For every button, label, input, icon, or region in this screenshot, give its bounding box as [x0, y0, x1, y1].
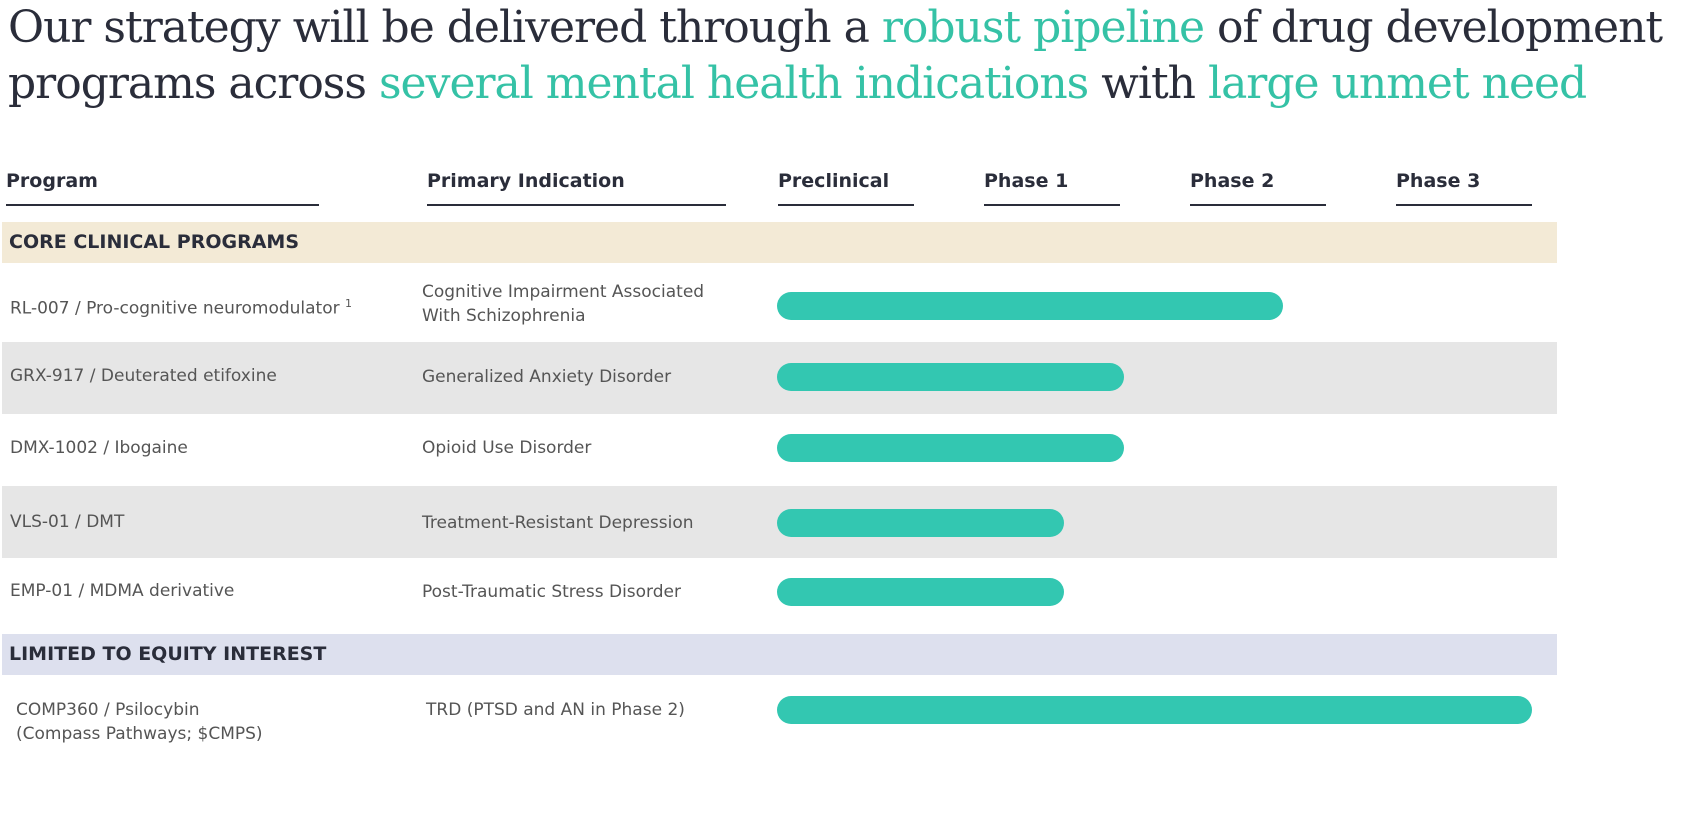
page-title: Our strategy will be delivered through a… — [8, 0, 1663, 112]
table-row: COMP360 / Psilocybin (Compass Pathways; $… — [2, 676, 1557, 756]
header-phase-1: Phase 1 — [984, 170, 1120, 206]
table-row: EMP-01 / MDMA derivative Post-Traumatic … — [2, 558, 1557, 634]
header-phase-3: Phase 3 — [1396, 170, 1532, 206]
title-text: Our strategy will be delivered through a — [8, 2, 882, 53]
progress-bar — [777, 292, 1283, 320]
indication: Opioid Use Disorder — [422, 438, 592, 458]
program-label: RL-007 / Pro-cognitive neuromodulator — [10, 298, 340, 319]
header-preclinical: Preclinical — [778, 170, 914, 206]
progress-bar — [777, 696, 1532, 724]
title-highlight: robust pipeline — [881, 2, 1205, 53]
program-name: DMX-1002 / Ibogaine — [10, 438, 188, 458]
header-indication: Primary Indication — [427, 170, 726, 206]
progress-bar — [777, 363, 1124, 391]
progress-bar — [777, 434, 1124, 462]
indication: Cognitive Impairment Associated With Sch… — [422, 282, 705, 326]
table-row: RL-007 / Pro-cognitive neuromodulator 1 … — [2, 264, 1557, 342]
header-program: Program — [6, 170, 319, 206]
program-name: RL-007 / Pro-cognitive neuromodulator 1 — [10, 292, 352, 321]
title-highlight: several mental health indications — [378, 58, 1089, 109]
program-name: VLS-01 / DMT — [10, 512, 125, 532]
title-text: with — [1088, 58, 1208, 109]
program-label: COMP360 / Psilocybin — [16, 700, 200, 720]
indication: TRD (PTSD and AN in Phase 2) — [426, 700, 685, 720]
title-text: of drug development — [1204, 2, 1663, 53]
indication: Generalized Anxiety Disorder — [422, 367, 672, 387]
progress-bar — [777, 509, 1064, 537]
program-name: GRX-917 / Deuterated etifoxine — [10, 366, 277, 386]
table-row: GRX-917 / Deuterated etifoxine Generaliz… — [2, 342, 1557, 414]
progress-bar — [777, 578, 1064, 606]
title-highlight: large unmet need — [1208, 58, 1587, 109]
title-text: programs across — [8, 58, 379, 109]
header-phase-2: Phase 2 — [1190, 170, 1326, 206]
section-equity-interest: LIMITED TO EQUITY INTEREST — [2, 634, 1557, 675]
program-company: (Compass Pathways; $CMPS) — [16, 724, 263, 744]
section-core-clinical: CORE CLINICAL PROGRAMS — [2, 222, 1557, 263]
table-row: DMX-1002 / Ibogaine Opioid Use Disorder — [2, 414, 1557, 486]
indication: Treatment-Resistant Depression — [422, 513, 694, 533]
indication: Post-Traumatic Stress Disorder — [422, 582, 681, 602]
program-name: EMP-01 / MDMA derivative — [10, 581, 235, 601]
program-name: COMP360 / Psilocybin (Compass Pathways; $… — [16, 698, 263, 746]
footnote-marker: 1 — [345, 297, 353, 310]
table-row: VLS-01 / DMT Treatment-Resistant Depress… — [2, 486, 1557, 558]
